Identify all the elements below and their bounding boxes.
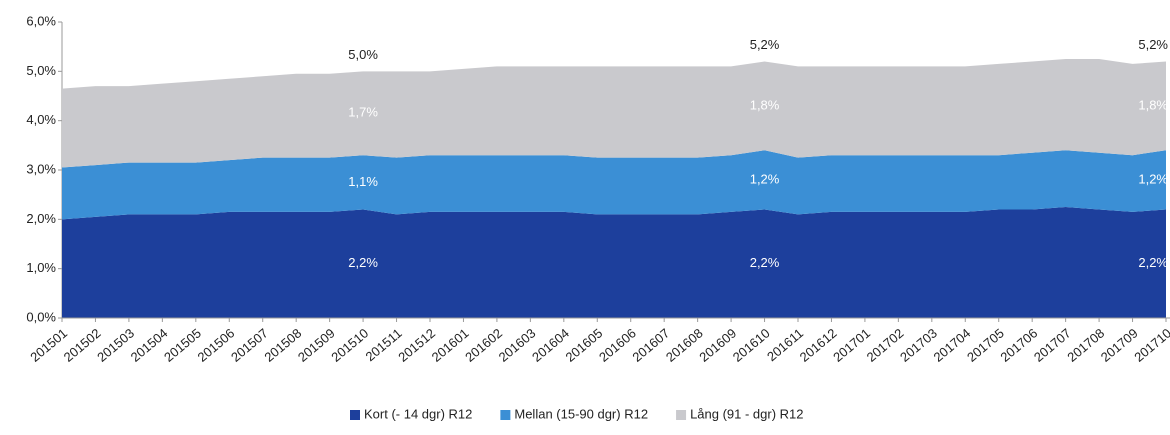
y-tick-label: 4,0% <box>26 112 56 127</box>
x-tick-label: 201508 <box>261 325 304 364</box>
x-tick-label: 201603 <box>496 325 539 364</box>
x-tick-label: 201609 <box>696 325 739 364</box>
value-label: 2,2% <box>348 255 378 270</box>
x-tick-label: 201708 <box>1064 325 1107 364</box>
total-label: 5,2% <box>1138 37 1168 52</box>
x-tick-label: 201510 <box>328 325 371 364</box>
y-tick-label: 0,0% <box>26 309 56 324</box>
legend-label: Kort (- 14 dgr) R12 <box>364 406 472 421</box>
x-tick-label: 201608 <box>663 325 706 364</box>
x-tick-label: 201710 <box>1131 325 1170 364</box>
x-tick-label: 201605 <box>563 325 606 364</box>
value-label: 1,2% <box>750 171 780 186</box>
y-tick-label: 5,0% <box>26 63 56 78</box>
legend-label: Lång (91 - dgr) R12 <box>690 406 803 421</box>
x-tick-label: 201707 <box>1031 325 1074 364</box>
x-tick-label: 201502 <box>61 325 104 364</box>
legend-swatch <box>350 410 360 420</box>
x-tick-label: 201504 <box>128 325 171 364</box>
x-tick-label: 201506 <box>195 325 238 364</box>
x-tick-label: 201602 <box>462 325 505 364</box>
x-tick-label: 201607 <box>629 325 672 364</box>
value-label: 1,2% <box>1138 171 1168 186</box>
x-tick-label: 201709 <box>1098 325 1141 364</box>
area <box>62 207 1166 318</box>
total-label: 5,2% <box>750 37 780 52</box>
value-label: 2,2% <box>750 255 780 270</box>
x-tick-label: 201601 <box>429 325 472 364</box>
area <box>62 59 1166 168</box>
value-label: 1,1% <box>348 174 378 189</box>
x-tick-label: 201501 <box>27 325 70 364</box>
x-tick-label: 201610 <box>730 325 773 364</box>
x-tick-label: 201612 <box>797 325 840 364</box>
value-label: 1,8% <box>1138 97 1168 112</box>
y-tick-label: 3,0% <box>26 161 56 176</box>
value-label: 1,7% <box>348 105 378 120</box>
legend-label: Mellan (15-90 dgr) R12 <box>514 406 648 421</box>
x-tick-label: 201503 <box>94 325 137 364</box>
x-tick-label: 201701 <box>830 325 873 364</box>
y-tick-label: 1,0% <box>26 260 56 275</box>
x-tick-label: 201604 <box>529 325 572 364</box>
y-tick-label: 6,0% <box>26 13 56 28</box>
legend: Kort (- 14 dgr) R12 Mellan (15-90 dgr) R1… <box>350 406 804 421</box>
x-tick-label: 201703 <box>897 325 940 364</box>
value-label: 1,8% <box>750 97 780 112</box>
x-tick-label: 201704 <box>931 325 974 364</box>
x-tick-label: 201505 <box>161 325 204 364</box>
legend-swatch <box>500 410 511 420</box>
legend-swatch <box>676 410 687 420</box>
value-label: 2,2% <box>1138 255 1168 270</box>
x-tick-label: 201705 <box>964 325 1007 364</box>
x-tick-label: 201702 <box>864 325 907 364</box>
x-tick-label: 201507 <box>228 325 271 364</box>
y-tick-label: 2,0% <box>26 211 56 226</box>
total-label: 5,0% <box>348 47 378 62</box>
x-tick-label: 201512 <box>395 325 438 364</box>
x-tick-label: 201509 <box>295 325 338 364</box>
x-tick-label: 201706 <box>997 325 1040 364</box>
x-tick-label: 201606 <box>596 325 639 364</box>
area <box>62 150 1166 220</box>
